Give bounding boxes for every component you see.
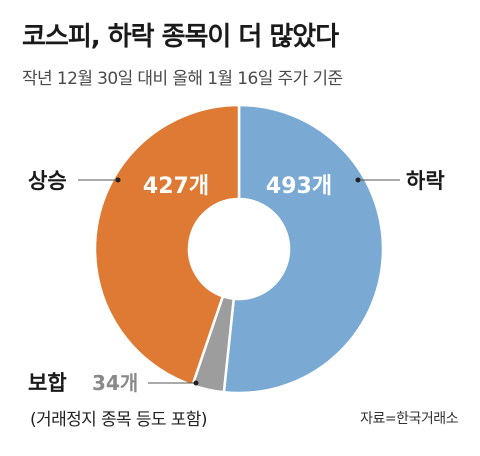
slice-2 — [93, 103, 241, 387]
chart-title: 코스피, 하락 종목이 더 많았다 — [22, 22, 339, 52]
leader-dot-2 — [115, 177, 121, 183]
value-label-2: 427개 — [143, 174, 209, 199]
slice-0 — [222, 103, 385, 395]
holding-note: (거래정지 종목 등도 포함) — [30, 410, 207, 430]
category-label-1: 보합 — [28, 371, 67, 395]
chart-subtitle: 작년 12월 30일 대비 올해 1월 16일 주가 기준 — [22, 69, 343, 89]
value-label-1: 34개 — [92, 371, 138, 395]
category-label-0: 하락 — [406, 169, 445, 193]
leader-dot-1 — [193, 380, 199, 386]
leader-dot-0 — [355, 177, 361, 183]
source-label: 자료=한국거래소 — [360, 411, 458, 427]
value-label-0: 493개 — [266, 174, 332, 199]
category-label-2: 상승 — [28, 169, 67, 193]
